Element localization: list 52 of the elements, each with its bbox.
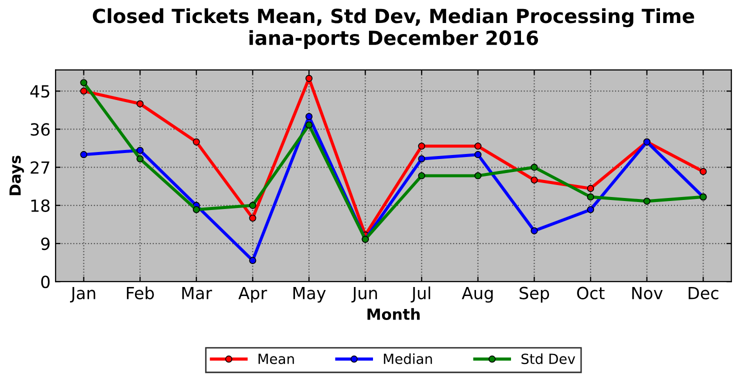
x-tick-label: Nov — [632, 286, 663, 300]
point — [305, 121, 313, 129]
legend-label: Std Dev — [522, 353, 576, 364]
x-axis-title: Month — [368, 308, 420, 320]
point — [474, 151, 482, 158]
legend-label: Median — [384, 353, 432, 364]
legend-label: Mean — [258, 354, 294, 364]
point — [80, 88, 88, 95]
y-tick-label: 45 — [30, 85, 50, 98]
point — [530, 227, 538, 234]
point — [474, 142, 482, 150]
y-tick-label: 9 — [41, 237, 50, 250]
point — [700, 168, 707, 176]
y-tick-label: 27 — [30, 161, 50, 174]
x-tick-label: Jul — [410, 286, 430, 302]
point — [418, 155, 426, 162]
point — [136, 155, 144, 162]
point — [249, 214, 256, 222]
x-tick-label: Dec — [688, 286, 718, 300]
point — [474, 172, 482, 180]
x-tick-label: Oct — [577, 286, 605, 300]
point — [418, 142, 426, 150]
point — [80, 151, 88, 158]
point — [530, 176, 538, 184]
point — [643, 198, 650, 205]
point — [136, 146, 144, 154]
point — [587, 206, 594, 214]
point — [249, 256, 256, 264]
point — [136, 100, 144, 108]
x-tick-label: May — [293, 286, 326, 303]
x-tick-label: Apr — [238, 286, 268, 303]
x-tick-label: Jun — [351, 286, 377, 302]
point — [192, 206, 200, 214]
chart-title: Closed Tickets Mean, Std Dev, Median Processing Time iana-ports December 2016 — [92, 8, 694, 49]
point — [305, 112, 313, 120]
x-tick-label: Aug — [462, 286, 493, 303]
point — [305, 74, 313, 82]
x-tick-label: Mar — [182, 286, 212, 300]
point — [530, 164, 538, 171]
point — [249, 202, 256, 209]
x-tick-label: Sep — [520, 286, 550, 303]
x-tick-label: Jan — [70, 286, 96, 302]
point — [80, 79, 88, 86]
x-tick-label: Feb — [126, 286, 154, 300]
y-axis-title: Days — [10, 156, 24, 196]
y-tick-label: 18 — [31, 199, 50, 212]
point — [192, 138, 200, 146]
y-tick-label: 36 — [30, 123, 50, 136]
point — [587, 193, 594, 200]
point — [418, 172, 426, 180]
y-tick-label: 0 — [41, 276, 50, 288]
point — [587, 184, 594, 192]
